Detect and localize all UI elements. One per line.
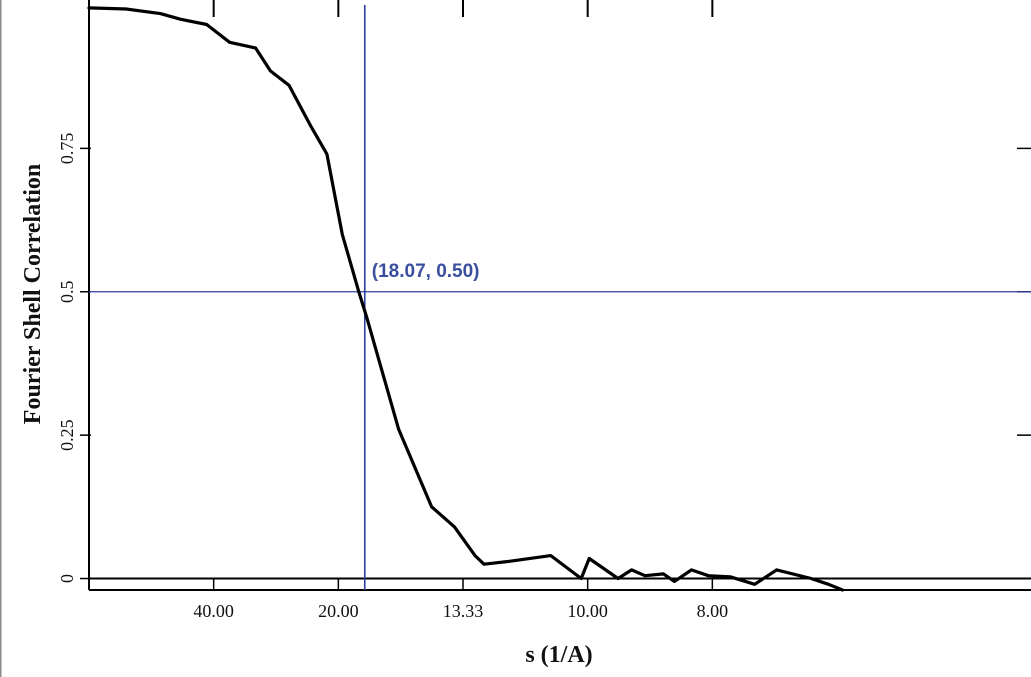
y-axis-title: Fourier Shell Correlation	[20, 164, 46, 424]
plot-area: 0 0.25 0.5 0.75 40.00 20.00 13.33 10.00 8.00 (18.…	[57, 0, 1031, 621]
x-axis-title: s (1/A)	[525, 642, 592, 668]
y-tick-label-3: 0.75	[57, 133, 77, 165]
x-tick-label-2: 13.33	[443, 601, 484, 621]
x-tick-label-1: 20.00	[318, 601, 359, 621]
y-tick-label-2: 0.5	[57, 281, 77, 304]
y-tick-label-0: 0	[57, 574, 77, 583]
x-tick-label-4: 8.00	[697, 601, 729, 621]
x-tick-label-0: 40.00	[193, 601, 234, 621]
x-tick-label-3: 10.00	[567, 601, 608, 621]
fsc-curve-0	[87, 6, 845, 592]
crossing-annotation: (18.07, 0.50)	[372, 261, 480, 282]
y-tick-label-1: 0.25	[57, 419, 77, 451]
